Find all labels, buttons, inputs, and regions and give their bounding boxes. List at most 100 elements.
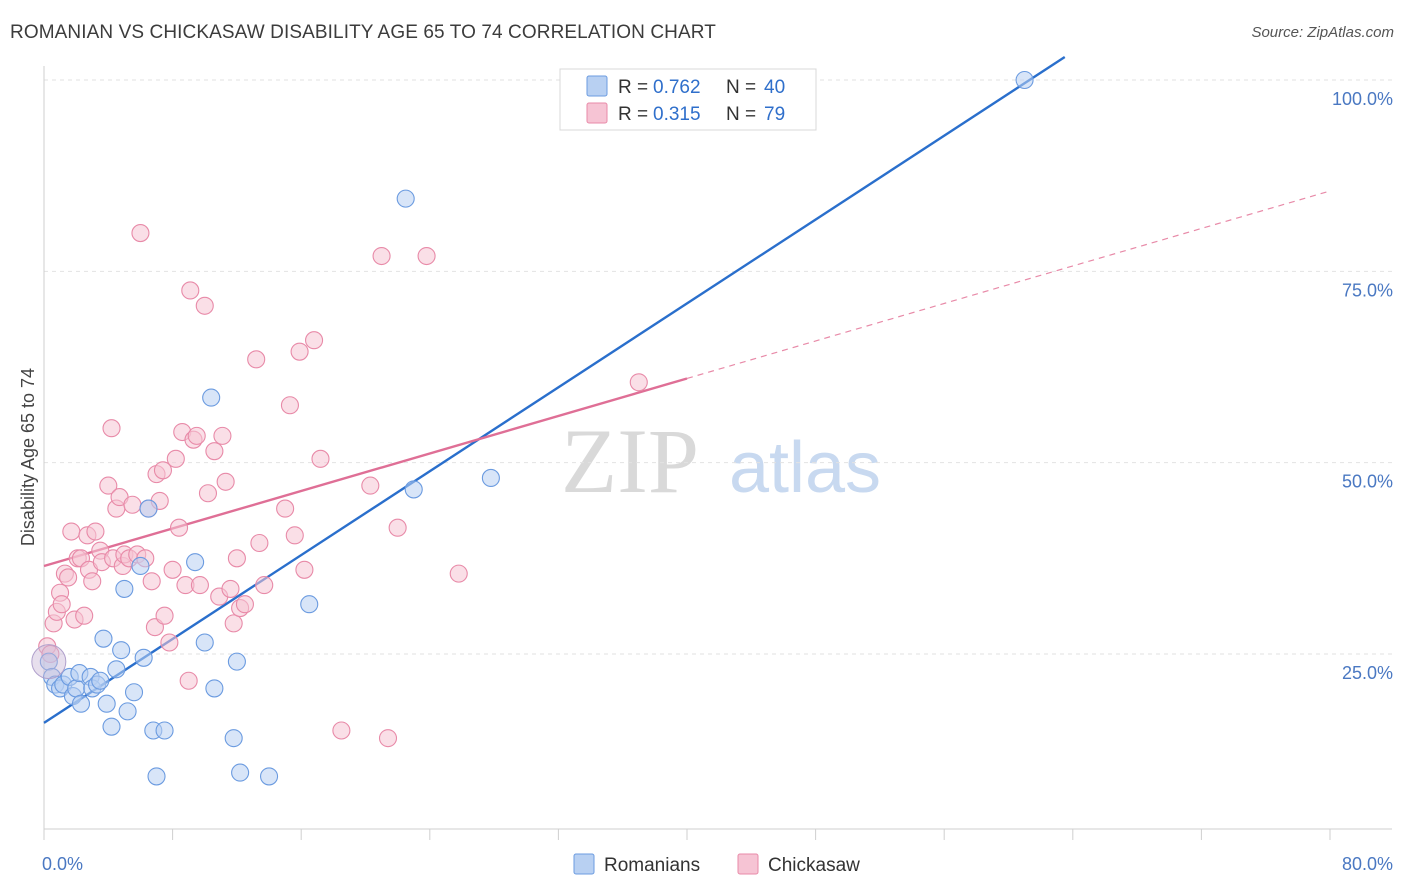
point-chickasaw-15: [83, 572, 102, 591]
point-romanians-17: [107, 660, 126, 679]
point-chickasaw-56: [224, 614, 243, 633]
point-chickasaw-32: [142, 572, 161, 591]
point-romanians-32: [224, 729, 243, 748]
legend-r-value-romanians: 0.762: [653, 77, 701, 98]
point-chickasaw-50: [198, 484, 218, 503]
point-romanians-9: [71, 694, 91, 713]
trend-extension-chickasaw: [686, 190, 1331, 380]
point-chickasaw-76: [449, 564, 468, 583]
legend-r-label-romanians: R =: [618, 77, 648, 98]
point-chickasaw-75: [417, 246, 436, 266]
legend-r-label-chickasaw: R =: [618, 104, 648, 125]
point-romanians-13: [91, 671, 110, 690]
point-chickasaw-63: [276, 499, 295, 518]
legend-n-label-chickasaw: N =: [726, 104, 756, 125]
point-chickasaw-29: [131, 224, 150, 243]
y-axis-label: Disability Age 65 to 74: [18, 368, 38, 546]
watermark-atlas: atlas: [729, 428, 881, 508]
point-romanians-22: [131, 556, 150, 576]
point-chickasaw-59: [235, 595, 254, 614]
point-chickasaw-67: [295, 560, 314, 579]
bottom-legend-chickasaw: Chickasaw: [768, 855, 860, 876]
point-romanians-21: [124, 683, 144, 702]
x-tick-label-max: 80.0%: [1342, 854, 1393, 874]
point-romanians-15: [97, 694, 116, 713]
point-chickasaw-47: [187, 426, 206, 445]
legend-swatch-chickasaw: [586, 102, 608, 124]
point-chickasaw-60: [247, 350, 266, 369]
point-cluster-origin: [31, 644, 67, 680]
y-tick-label-0: 25.0%: [1342, 663, 1393, 683]
point-romanians-29: [195, 633, 214, 652]
point-romanians-18: [112, 641, 131, 660]
point-chickasaw-19: [99, 476, 118, 495]
point-chickasaw-40: [166, 449, 185, 468]
point-chickasaw-72: [372, 246, 391, 266]
point-chickasaw-44: [179, 671, 198, 690]
point-chickasaw-8: [62, 522, 81, 541]
point-chickasaw-20: [102, 419, 121, 438]
bottom-legend-swatch-chickasaw: [737, 853, 759, 875]
point-romanians-24: [139, 499, 158, 518]
point-romanians-7: [67, 679, 86, 698]
y-tick-label-1: 50.0%: [1342, 472, 1393, 492]
stats-legend: R = 0.762 N = 40 R = 0.315 N = 79: [559, 68, 817, 131]
legend-r-value-chickasaw: 0.315: [653, 104, 701, 125]
point-chickasaw-57: [227, 549, 246, 568]
watermark-zip: ZIP: [561, 410, 699, 512]
point-chickasaw-37: [155, 606, 174, 625]
legend-n-label-romanians: N =: [726, 77, 756, 98]
point-chickasaw-69: [311, 449, 330, 468]
series-legend: Romanians Chickasaw: [573, 853, 860, 876]
point-chickasaw-61: [250, 533, 269, 553]
point-romanians-34: [231, 763, 250, 782]
point-chickasaw-41: [169, 518, 189, 537]
point-chickasaw-53: [213, 426, 232, 445]
point-romanians-27: [155, 721, 174, 740]
legend-n-value-chickasaw: 79: [764, 104, 785, 125]
source-label: Source: ZipAtlas.com: [1251, 24, 1394, 41]
axes: [43, 66, 1392, 840]
point-romanians-14: [94, 629, 113, 648]
point-romanians-28: [186, 553, 205, 572]
bottom-legend-swatch-romanians: [573, 853, 595, 875]
legend-n-value-romanians: 40: [764, 77, 785, 98]
point-chickasaw-36: [153, 461, 173, 480]
bottom-legend-romanians: Romanians: [604, 855, 700, 876]
point-romanians-26: [147, 767, 166, 786]
point-chickasaw-73: [378, 729, 398, 748]
point-chickasaw-12: [75, 606, 94, 625]
point-romanians-31: [205, 679, 224, 698]
point-chickasaw-77: [629, 373, 648, 392]
point-romanians-23: [134, 648, 153, 667]
point-chickasaw-45: [181, 281, 200, 300]
point-chickasaw-16: [86, 522, 105, 541]
point-romanians-19: [115, 579, 134, 598]
y-tick-label-2: 75.0%: [1342, 280, 1393, 300]
point-romanians-36: [300, 595, 319, 614]
point-chickasaw-64: [280, 396, 299, 415]
point-chickasaw-27: [123, 495, 142, 514]
point-chickasaw-66: [290, 342, 309, 361]
trend-line-chickasaw: [43, 377, 688, 568]
point-chickasaw-49: [195, 296, 214, 315]
point-romanians-33: [227, 652, 246, 671]
point-chickasaw-38: [160, 633, 179, 652]
point-chickasaw-51: [205, 442, 224, 461]
gridlines: [44, 79, 1392, 655]
point-romanians-30: [202, 388, 221, 407]
point-chickasaw-68: [305, 331, 324, 350]
chart-title: ROMANIAN VS CHICKASAW DISABILITY AGE 65 …: [10, 22, 716, 43]
trend-line-romanians: [43, 56, 1066, 724]
point-chickasaw-74: [388, 518, 407, 537]
point-chickasaw-65: [285, 526, 304, 545]
point-romanians-40: [1015, 70, 1034, 90]
point-chickasaw-54: [216, 472, 235, 491]
point-romanians-39: [481, 468, 500, 488]
point-romanians-37: [396, 189, 415, 208]
point-romanians-35: [259, 767, 279, 786]
point-chickasaw-7: [59, 568, 78, 587]
trend-lines: [43, 56, 1331, 724]
point-romanians-38: [404, 480, 423, 499]
